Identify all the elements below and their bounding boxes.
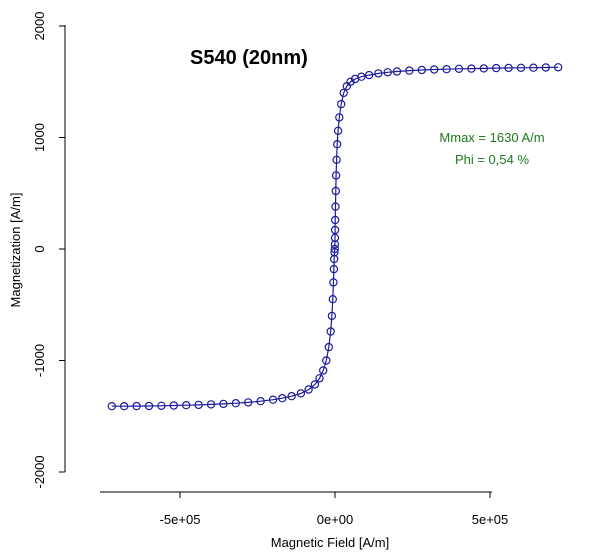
- data-point: [326, 327, 335, 336]
- data-point: [310, 380, 320, 389]
- data-point: [383, 68, 392, 77]
- annotation-phi: Phi = 0,54 %: [455, 152, 530, 167]
- data-point: [335, 113, 344, 122]
- data-point: [278, 394, 287, 403]
- data-point: [144, 401, 154, 411]
- data-point: [417, 65, 426, 75]
- data-point: [516, 63, 526, 73]
- data-point: [243, 398, 253, 407]
- data-point: [374, 69, 383, 78]
- data-point: [322, 356, 331, 365]
- data-point: [331, 186, 340, 196]
- y-tick-label: -1000: [32, 344, 47, 377]
- data-point: [330, 225, 340, 235]
- x-tick-label: -5e+05: [160, 512, 201, 527]
- data-point: [194, 400, 203, 410]
- data-point: [219, 399, 228, 409]
- data-point: [169, 401, 178, 410]
- annotation-mmax: Mmax = 1630 A/m: [439, 130, 544, 145]
- data-point: [330, 248, 339, 257]
- chart-title: S540 (20nm): [190, 47, 308, 69]
- y-tick-label: 0: [32, 245, 47, 252]
- data-point: [268, 395, 278, 404]
- data-point: [333, 126, 343, 136]
- data-point: [296, 389, 306, 398]
- data-point: [333, 139, 342, 149]
- data-point: [328, 295, 337, 304]
- data-point: [329, 264, 339, 274]
- data-point: [541, 63, 551, 72]
- data-point: [331, 171, 341, 180]
- data-point: [315, 374, 324, 383]
- data-point: [132, 401, 141, 411]
- data-point: [304, 385, 313, 394]
- data-point: [479, 64, 488, 73]
- data-point: [324, 342, 333, 352]
- y-ticks: -2000 -1000 0 1000 2000: [32, 12, 65, 489]
- data-point: [442, 64, 451, 74]
- data-point: [331, 215, 340, 225]
- data-point: [346, 77, 355, 87]
- data-point: [337, 99, 346, 109]
- data-point: [430, 65, 439, 74]
- data-point: [119, 402, 129, 411]
- data-point: [392, 67, 402, 76]
- data-point: [454, 64, 464, 74]
- data-point: [405, 66, 414, 75]
- data-point: [107, 402, 117, 411]
- data-point: [319, 366, 328, 375]
- data-point: [492, 63, 501, 73]
- data-point: [332, 155, 341, 164]
- data-point: [529, 63, 538, 72]
- data-point: [330, 233, 340, 242]
- y-tick-label: 2000: [32, 12, 47, 41]
- x-ticks: -5e+05 0e+00 5e+05: [160, 492, 509, 527]
- data-point: [329, 278, 338, 287]
- data-point: [327, 311, 337, 321]
- data-point: [554, 63, 563, 72]
- y-axis-label: Magnetization [A/m]: [8, 193, 23, 308]
- data-point: [287, 392, 296, 401]
- series-line: [111, 66, 559, 407]
- data-series: [107, 63, 563, 411]
- data-point: [231, 399, 240, 408]
- data-point: [364, 70, 374, 80]
- x-tick-label: 0e+00: [317, 512, 354, 527]
- data-point: [504, 63, 513, 73]
- x-tick-label: 5e+05: [472, 512, 509, 527]
- data-point: [467, 64, 476, 73]
- data-point: [339, 88, 348, 98]
- data-point: [206, 400, 216, 409]
- y-tick-label: -2000: [32, 455, 47, 488]
- data-point: [181, 401, 191, 410]
- data-point: [357, 72, 366, 81]
- data-point: [330, 244, 339, 254]
- x-axis-label: Magnetic Field [A/m]: [271, 535, 390, 550]
- data-point: [331, 202, 340, 211]
- data-point: [157, 401, 166, 410]
- y-tick-label: 1000: [32, 123, 47, 152]
- data-point: [256, 397, 265, 406]
